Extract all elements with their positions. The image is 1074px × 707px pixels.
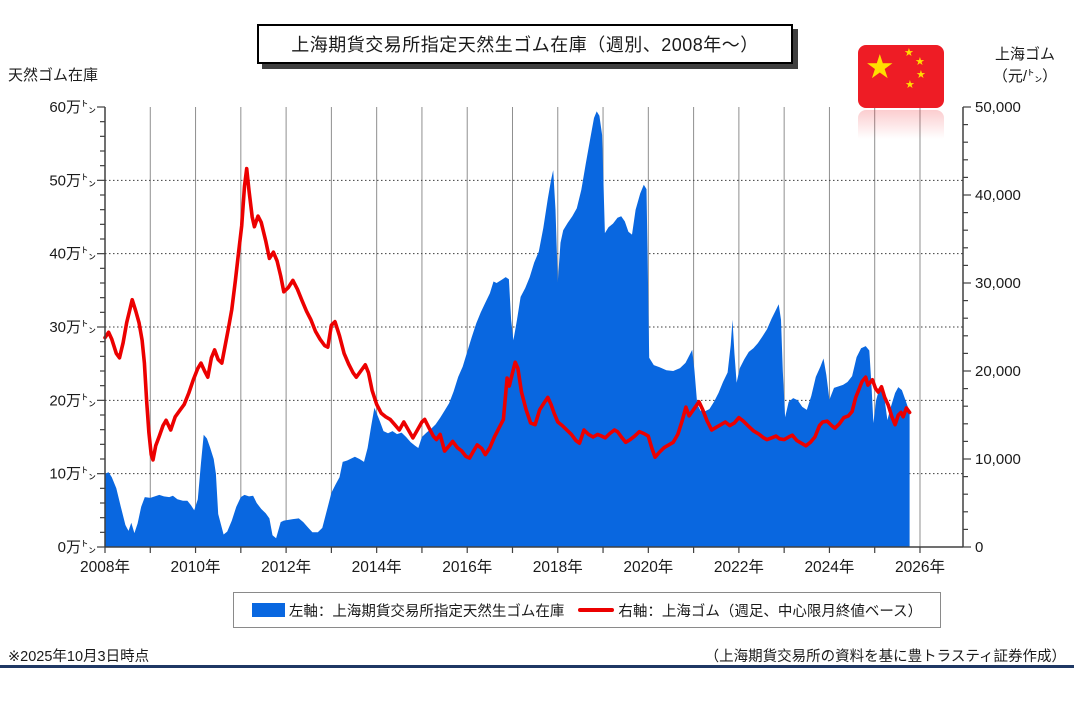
china-flag: ★ ★ ★ ★ ★ (858, 45, 944, 108)
legend-price-label: 右軸：上海ゴム（週足、中心限月終値ベース） (618, 603, 923, 620)
legend: 左軸：上海期貨交易所指定天然生ゴム在庫 右軸：上海ゴム（週足、中心限月終値ベース… (233, 592, 941, 628)
right-axis-tick-label: 50,000 (975, 99, 1021, 116)
x-axis-tick-label: 2018年 (533, 558, 583, 576)
x-axis-tick-label: 2012年 (261, 558, 311, 576)
source-note: （上海期貨交易所の資料を基に豊トラスティ証券作成） (704, 649, 1066, 665)
x-axis-tick-label: 2016年 (442, 558, 492, 576)
right-axis-tick-label: 30,000 (975, 275, 1021, 292)
page-title: 上海期貨交易所指定天然生ゴム在庫（週別、2008年～） (257, 24, 793, 64)
x-axis-tick-label: 2008年 (80, 558, 130, 576)
flag-small-star-icon: ★ (904, 47, 914, 59)
flag-large-star-icon: ★ (865, 48, 895, 85)
inventory-area-series (105, 111, 910, 548)
left-axis-tick-label: 20万㌧ (49, 392, 96, 409)
price-line-series (103, 166, 912, 462)
right-axis-title-line2: （元/㌧） (992, 68, 1058, 85)
left-axis-tick-label: 30万㌧ (49, 319, 96, 336)
right-axis-tick-label: 0 (975, 539, 983, 556)
right-axis-tick-label: 40,000 (975, 187, 1021, 204)
legend-inventory-label: 左軸：上海期貨交易所指定天然生ゴム在庫 (288, 603, 565, 620)
left-axis-tick-label: 40万㌧ (49, 246, 96, 263)
right-axis-title-line1: 上海ゴム (994, 46, 1055, 63)
flag-reflection (858, 110, 944, 144)
bottom-divider (0, 665, 1074, 668)
x-axis-tick-label: 2022年 (714, 558, 764, 576)
right-axis-tick-label: 10,000 (975, 451, 1021, 468)
x-axis-tick-label: 2026年 (895, 558, 945, 576)
left-axis-tick-label: 60万㌧ (49, 99, 96, 116)
left-axis-tick-label: 10万㌧ (49, 466, 96, 483)
flag-small-star-icon: ★ (905, 79, 915, 91)
flag-small-star-icon: ★ (916, 69, 926, 81)
left-axis-title: 天然ゴム在庫 (8, 67, 99, 84)
legend-item-inventory: 左軸：上海期貨交易所指定天然生ゴム在庫 (251, 600, 565, 621)
legend-item-price: 右軸：上海ゴム（週足、中心限月終値ベース） (578, 600, 922, 621)
flag-small-star-icon: ★ (915, 56, 925, 68)
inventory-area-swatch-icon (251, 603, 285, 617)
x-axis-tick-label: 2024年 (804, 558, 854, 576)
right-axis-title: 上海ゴム （元/㌧） (980, 44, 1070, 88)
x-axis-tick-label: 2010年 (171, 558, 221, 576)
as-of-date-note: ※2025年10月3日時点 (8, 649, 150, 665)
x-axis-tick-label: 2014年 (352, 558, 402, 576)
page-title-text: 上海期貨交易所指定天然生ゴム在庫（週別、2008年～） (291, 35, 759, 55)
left-axis-tick-label: 0万㌧ (58, 539, 96, 556)
left-axis-tick-label: 50万㌧ (49, 172, 96, 189)
right-axis-tick-label: 20,000 (975, 363, 1021, 380)
price-line-swatch-icon (578, 608, 615, 612)
x-axis-tick-label: 2020年 (623, 558, 673, 576)
